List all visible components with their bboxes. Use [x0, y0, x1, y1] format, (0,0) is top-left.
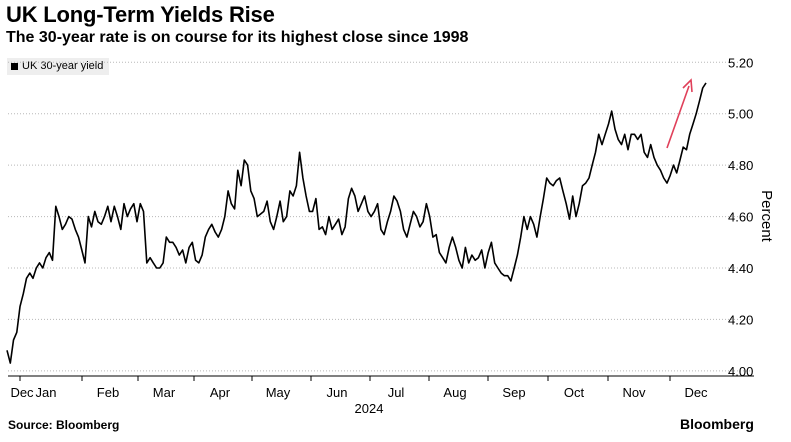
- x-tick-label: Jul: [388, 385, 405, 400]
- series-line-uk-30-year-yield: [6, 82, 707, 364]
- legend-label: UK 30-year yield: [22, 60, 104, 72]
- gridlines: [8, 61, 754, 372]
- chart-subtitle: The 30-year rate is on course for its hi…: [6, 29, 469, 46]
- chart-title: UK Long-Term Yields Rise: [6, 2, 275, 27]
- x-tick-label: Sep: [502, 385, 525, 400]
- x-tick-label: May: [266, 385, 291, 400]
- source-note: Source: Bloomberg: [8, 418, 120, 432]
- bloomberg-logo: Bloomberg: [680, 416, 754, 432]
- y-tick-label: 4.20: [728, 312, 753, 327]
- y-tick-label: 5.20: [728, 55, 753, 70]
- x-tick-label: Aug: [443, 385, 466, 400]
- y-tick-label: 4.60: [728, 210, 753, 225]
- x-tick-label: Oct: [564, 385, 585, 400]
- x-tick-label: Mar: [153, 385, 176, 400]
- x-tick-label: Jan: [36, 385, 57, 400]
- x-axis-year-label: 2024: [355, 401, 384, 416]
- x-axis-ticks: Dec Jan Feb Mar Apr May Jun Jul Aug Sep Oct Nov Dec: [10, 376, 708, 400]
- arrow-head: [682, 78, 693, 93]
- x-tick-label: Feb: [97, 385, 119, 400]
- y-tick-label: 4.40: [728, 261, 753, 276]
- y-axis-ticks: 4.00 4.20 4.40 4.60 4.80 5.00 5.20: [728, 55, 753, 379]
- y-tick-label: 4.80: [728, 158, 753, 173]
- y-tick-label: 4.00: [728, 364, 753, 379]
- x-tick-label: Dec: [684, 385, 708, 400]
- arrow-shaft: [666, 85, 690, 149]
- legend-swatch: [11, 63, 18, 70]
- x-tick-label: Dec: [10, 385, 34, 400]
- x-tick-label: Apr: [210, 385, 231, 400]
- x-tick-label: Nov: [622, 385, 646, 400]
- y-axis-label: Percent: [758, 190, 775, 243]
- annotation-arrow: [666, 78, 693, 149]
- x-tick-label: Jun: [327, 385, 348, 400]
- y-tick-label: 5.00: [728, 107, 753, 122]
